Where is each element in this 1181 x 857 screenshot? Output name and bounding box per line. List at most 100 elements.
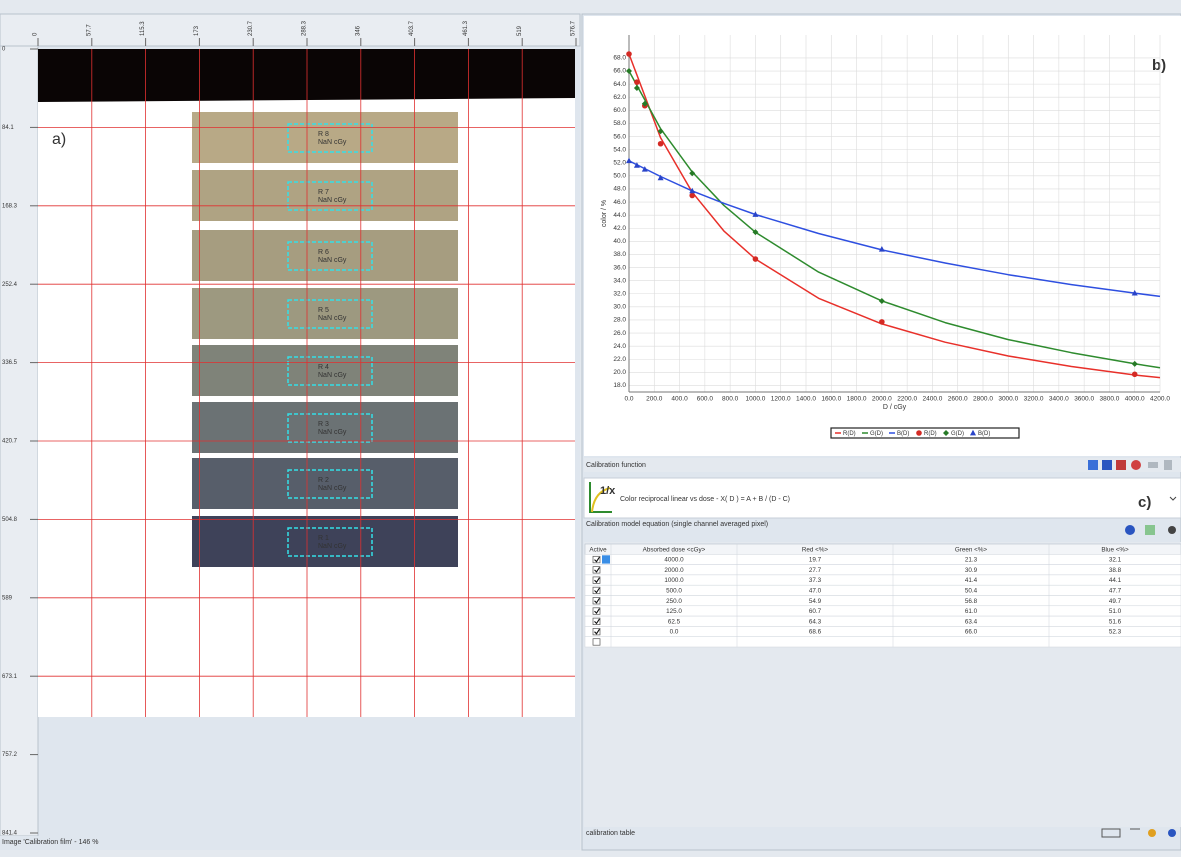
roi-label: R 3: [318, 421, 329, 428]
y-tick-label: 42.0: [613, 225, 626, 232]
function-title: Calibration function: [586, 462, 646, 469]
table-cell: 52.3: [1109, 629, 1122, 636]
x-ruler-label: 461.3: [463, 20, 469, 36]
x-tick-label: 1600.0: [821, 396, 841, 403]
x-ruler-label: 403.7: [409, 20, 415, 36]
y-ruler-label: 168.3: [2, 203, 18, 209]
tool-icon[interactable]: [1168, 526, 1176, 534]
y-ruler-label: 420.7: [2, 439, 18, 445]
roi-dose: NaN cGy: [318, 315, 347, 322]
y-tick-label: 30.0: [613, 304, 626, 311]
table-cell: 0.0: [670, 629, 679, 636]
table-cell: 54.9: [809, 598, 822, 605]
x-ruler-label: 173: [194, 25, 200, 36]
table-cell: 66.0: [965, 629, 978, 636]
x-tick-label: 3400.0: [1049, 396, 1069, 403]
table-cell: 32.1: [1109, 557, 1122, 564]
y-ruler-label: 336.5: [2, 360, 18, 366]
data-point: [753, 256, 759, 262]
checkbox[interactable]: [593, 639, 600, 646]
table-cell: 51.6: [1109, 618, 1122, 625]
y-tick-label: 68.0: [613, 55, 626, 62]
x-tick-label: 200.0: [646, 396, 663, 403]
roi-label: R 2: [318, 477, 329, 484]
roi-label: R 7: [318, 189, 329, 196]
tool-icon[interactable]: [1168, 829, 1176, 837]
x-ruler-label: 288.3: [302, 20, 308, 36]
column-header: Green <%>: [955, 546, 988, 553]
x-ruler-label: 519: [517, 25, 523, 36]
table-row: [585, 637, 1181, 647]
x-ruler-label: 230.7: [248, 20, 254, 36]
x-tick-label: 2600.0: [948, 396, 968, 403]
x-ruler-label: 57.7: [86, 24, 92, 36]
y-ruler-label: 589: [2, 595, 13, 601]
y-tick-label: 66.0: [613, 68, 626, 75]
table-cell: 61.0: [965, 608, 978, 615]
tool-icon[interactable]: [1148, 462, 1158, 468]
column-header: Red <%>: [802, 546, 829, 553]
y-tick-label: 52.0: [613, 159, 626, 166]
tool-icon[interactable]: [1088, 460, 1098, 470]
x-ruler-label: 576.7: [571, 20, 577, 36]
table-footer: calibration table: [586, 830, 635, 837]
y-tick-label: 50.0: [613, 173, 626, 180]
tool-icon[interactable]: [1145, 525, 1155, 535]
x-tick-label: 2200.0: [897, 396, 917, 403]
table-cell: 21.3: [965, 557, 978, 564]
x-tick-label: 2400.0: [922, 396, 942, 403]
table-cell: 49.7: [1109, 598, 1122, 605]
y-ruler-label: 841.4: [2, 831, 18, 837]
table-cell: 38.8: [1109, 567, 1122, 574]
table-cell: 47.0: [809, 588, 822, 595]
equation: Color reciprocal linear vs dose - X( D )…: [620, 496, 790, 503]
x-axis-label: D / cGy: [883, 404, 907, 411]
table-cell: 250.0: [666, 598, 682, 605]
y-axis-label: color / %: [601, 200, 608, 227]
y-tick-label: 64.0: [613, 81, 626, 88]
y-tick-label: 58.0: [613, 120, 626, 127]
x-tick-label: 1200.0: [771, 396, 791, 403]
table-cell: 41.4: [965, 577, 978, 584]
x-tick-label: 1800.0: [847, 396, 867, 403]
table-cell: 56.8: [965, 598, 978, 605]
table-cell: 50.4: [965, 588, 978, 595]
roi-dose: NaN cGy: [318, 257, 347, 264]
y-tick-label: 60.0: [613, 107, 626, 114]
table-cell: 4000.0: [664, 557, 684, 564]
x-tick-label: 2000.0: [872, 396, 892, 403]
chart-area: [584, 16, 1181, 456]
roi-dose: NaN cGy: [318, 429, 347, 436]
model-icon-text: 1/x: [600, 485, 616, 497]
column-header: Blue <%>: [1101, 546, 1129, 553]
legend-label: R(D): [924, 431, 937, 437]
y-tick-label: 46.0: [613, 199, 626, 206]
y-tick-label: 24.0: [613, 343, 626, 350]
column-header: Active: [589, 546, 607, 553]
x-tick-label: 3200.0: [1024, 396, 1044, 403]
tool-icon[interactable]: [1116, 460, 1126, 470]
y-ruler-label: 673.1: [2, 674, 18, 680]
screen: R 8NaN cGyR 7NaN cGyR 6NaN cGyR 5NaN cGy…: [0, 0, 1181, 857]
table-cell: 37.3: [809, 577, 822, 584]
legend-label: B(D): [978, 431, 990, 437]
y-tick-label: 26.0: [613, 330, 626, 337]
tool-icon[interactable]: [1102, 460, 1112, 470]
y-tick-label: 54.0: [613, 146, 626, 153]
y-tick-label: 22.0: [613, 356, 626, 363]
legend-label: G(D): [951, 431, 964, 437]
y-tick-label: 32.0: [613, 290, 626, 297]
x-ruler-label: 346: [355, 25, 361, 36]
column-header: Absorbed dose <cGy>: [643, 546, 706, 553]
tool-icon[interactable]: [1164, 460, 1172, 470]
x-tick-label: 400.0: [671, 396, 688, 403]
tool-icon[interactable]: [1131, 460, 1141, 470]
y-tick-label: 56.0: [613, 133, 626, 140]
x-tick-label: 1400.0: [796, 396, 816, 403]
roi-label: R 4: [318, 364, 329, 371]
tool-icon[interactable]: [1148, 829, 1156, 837]
data-point: [658, 141, 664, 147]
tool-icon[interactable]: [1125, 525, 1135, 535]
table-cell: 30.9: [965, 567, 978, 574]
table-cell: 1000.0: [664, 577, 684, 584]
